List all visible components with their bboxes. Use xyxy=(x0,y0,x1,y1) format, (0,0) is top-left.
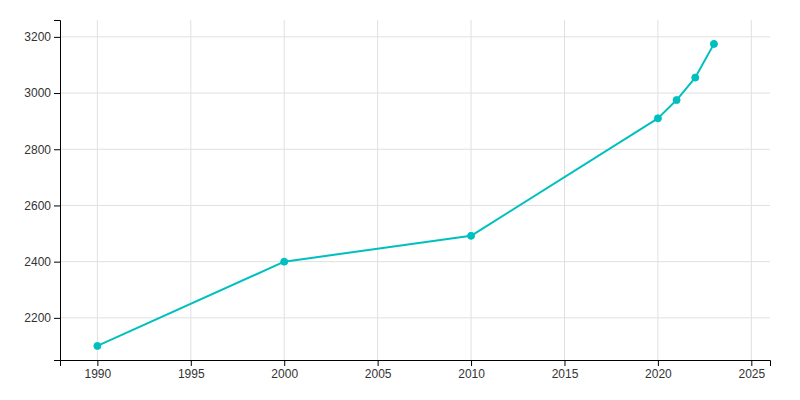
tick-mark xyxy=(54,149,60,150)
grid-line-x xyxy=(190,20,191,360)
tick-mark xyxy=(54,93,60,94)
point xyxy=(468,232,475,239)
point xyxy=(710,40,717,47)
tick: 2025 xyxy=(738,360,765,381)
tick: 2400 xyxy=(24,255,60,269)
plot-area: 1990 1995 2000 2005 2010 2015 2020 2025 2200 2400… xyxy=(24,20,770,381)
tick-mark xyxy=(658,360,659,366)
tick-mark xyxy=(751,360,752,366)
grid-line-x xyxy=(564,20,565,360)
tick: 3000 xyxy=(24,86,60,100)
marks xyxy=(94,40,718,349)
grid xyxy=(60,20,770,360)
tick-label: 2005 xyxy=(365,367,392,381)
point xyxy=(654,115,661,122)
x-axis: 1990 1995 2000 2005 2010 2015 2020 2025 xyxy=(61,360,771,381)
tick-label: 2010 xyxy=(458,367,485,381)
tick: 2005 xyxy=(365,360,392,381)
point xyxy=(281,258,288,265)
tick: 2020 xyxy=(645,360,672,381)
axis-line xyxy=(61,361,771,367)
tick-label: 2020 xyxy=(645,367,672,381)
grid-line-x xyxy=(471,20,472,360)
tick-label: 2400 xyxy=(24,255,51,269)
tick-mark xyxy=(191,360,192,366)
grid-line-x xyxy=(97,20,98,360)
tick-label: 1990 xyxy=(85,367,112,381)
tick: 2600 xyxy=(24,199,60,213)
grid-line-y xyxy=(60,317,770,318)
tick-label: 3200 xyxy=(24,30,51,44)
grid-line-y xyxy=(60,36,770,37)
tick-label: 2800 xyxy=(24,143,51,157)
tick-label: 2600 xyxy=(24,199,51,213)
tick: 2010 xyxy=(458,360,485,381)
tick: 1995 xyxy=(178,360,205,381)
line xyxy=(97,44,714,346)
tick-label: 2200 xyxy=(24,311,51,325)
tick: 1990 xyxy=(85,360,112,381)
axis-line xyxy=(54,21,61,361)
tick: 2000 xyxy=(271,360,298,381)
tick-mark xyxy=(378,360,379,366)
tick-mark xyxy=(471,360,472,366)
point xyxy=(94,342,101,349)
grid-line-y xyxy=(60,205,770,206)
tick-mark xyxy=(564,360,565,366)
tick-mark xyxy=(54,262,60,263)
y-axis: 2200 2400 2600 2800 3000 3200 xyxy=(24,21,60,361)
chart-svg: 1990 1995 2000 2005 2010 2015 2020 2025 2200 2400… xyxy=(0,0,800,400)
grid-line-x xyxy=(284,20,285,360)
grid-line-x xyxy=(657,20,658,360)
grid-line-y xyxy=(60,261,770,262)
grid-line-x xyxy=(751,20,752,360)
grid-line-y xyxy=(60,149,770,150)
tick-mark xyxy=(284,360,285,366)
tick-mark xyxy=(54,318,60,319)
tick-mark xyxy=(54,37,60,38)
tick-label: 3000 xyxy=(24,86,51,100)
tick: 2200 xyxy=(24,311,60,325)
tick: 3200 xyxy=(24,30,60,44)
point xyxy=(692,74,699,81)
tick-label: 2015 xyxy=(552,367,579,381)
tick-mark xyxy=(54,205,60,206)
grid-line-y xyxy=(60,93,770,94)
point xyxy=(673,97,680,104)
tick-mark xyxy=(97,360,98,366)
tick: 2015 xyxy=(552,360,579,381)
grid-line-x xyxy=(377,20,378,360)
tick: 2800 xyxy=(24,143,60,157)
tick-label: 2000 xyxy=(271,367,298,381)
tick-label: 1995 xyxy=(178,367,205,381)
tick-label: 2025 xyxy=(738,367,765,381)
